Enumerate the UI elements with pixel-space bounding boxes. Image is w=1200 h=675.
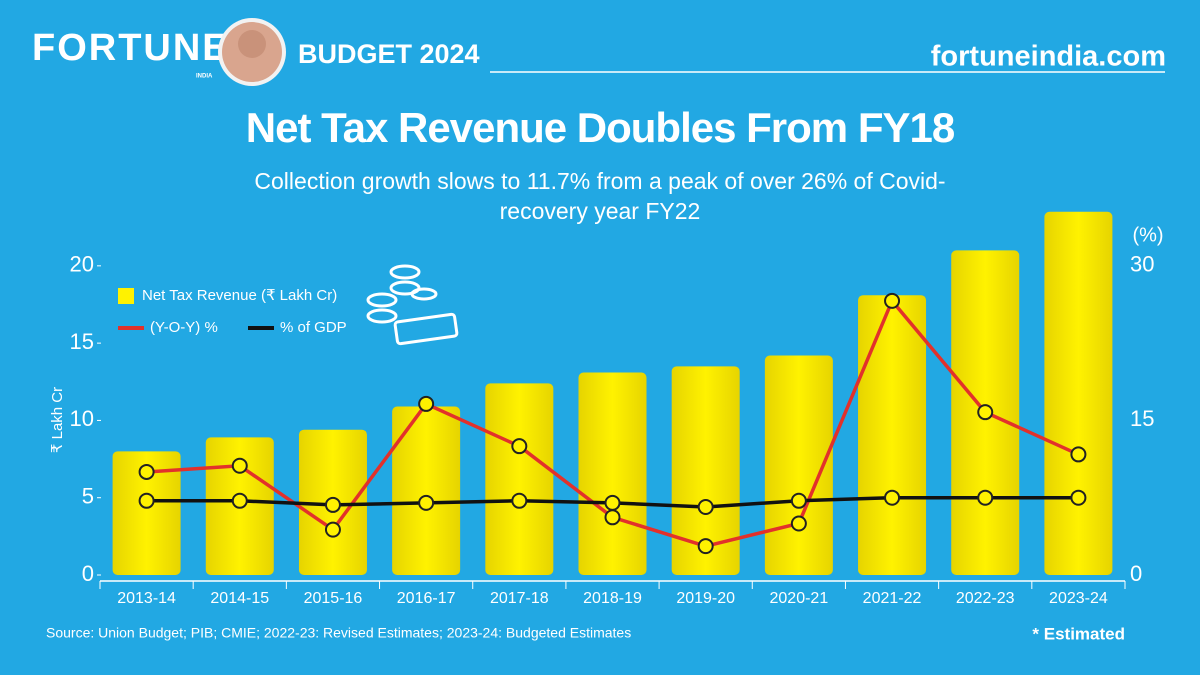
x-tick-label: 2018-19 bbox=[583, 590, 642, 607]
marker bbox=[231, 457, 248, 474]
x-tick-label: 2023-24 bbox=[1049, 590, 1108, 607]
marker bbox=[977, 404, 994, 421]
marker bbox=[324, 496, 341, 513]
x-tick-label: 2019-20 bbox=[676, 590, 735, 607]
bar bbox=[392, 406, 461, 575]
y-tick-label: 20 bbox=[70, 252, 94, 277]
y-tick-label: 15 bbox=[70, 329, 94, 354]
x-tick-label: 2016-17 bbox=[397, 590, 456, 607]
bar bbox=[858, 295, 927, 575]
marker bbox=[790, 492, 807, 509]
brand: FORTUNE bbox=[32, 27, 230, 69]
marker bbox=[884, 292, 901, 309]
bar bbox=[578, 372, 647, 575]
y-axis-label: ₹ Lakh Cr bbox=[49, 387, 66, 453]
site: fortuneindia.com bbox=[931, 41, 1166, 73]
legend-label: % of GDP bbox=[280, 319, 347, 336]
marker bbox=[1070, 489, 1087, 506]
marker bbox=[977, 489, 994, 506]
marker bbox=[418, 494, 435, 511]
bar bbox=[1044, 211, 1113, 575]
marker bbox=[324, 521, 341, 538]
bar bbox=[671, 366, 740, 575]
y2-tick-label: 0 bbox=[1130, 561, 1142, 586]
note: * Estimated bbox=[1032, 624, 1125, 643]
chart-title: Net Tax Revenue Doubles From FY18 bbox=[245, 104, 955, 151]
legend-label: Net Tax Revenue (₹ Lakh Cr) bbox=[142, 287, 337, 304]
brand-sub: INDIA bbox=[196, 74, 213, 80]
legend-swatch bbox=[118, 288, 134, 304]
bar bbox=[485, 383, 554, 575]
bar bbox=[112, 451, 181, 575]
x-tick-label: 2015-16 bbox=[304, 590, 363, 607]
marker bbox=[790, 515, 807, 532]
section: BUDGET 2024 bbox=[298, 39, 480, 69]
marker bbox=[884, 489, 901, 506]
y2-tick-label: 30 bbox=[1130, 252, 1154, 277]
x-tick-label: 2013-14 bbox=[117, 590, 176, 607]
marker bbox=[418, 395, 435, 412]
marker bbox=[1070, 446, 1087, 463]
marker bbox=[511, 438, 528, 455]
x-tick-label: 2014-15 bbox=[210, 590, 269, 607]
legend-label: (Y-O-Y) % bbox=[150, 319, 218, 336]
source: Source: Union Budget; PIB; CMIE; 2022-23… bbox=[46, 625, 631, 641]
marker bbox=[697, 538, 714, 555]
marker bbox=[697, 498, 714, 515]
y2-axis-label: (%) bbox=[1132, 224, 1163, 246]
marker bbox=[231, 492, 248, 509]
y-tick-label: 10 bbox=[70, 406, 94, 431]
x-tick-label: 2022-23 bbox=[956, 590, 1015, 607]
marker bbox=[604, 494, 621, 511]
bar bbox=[764, 355, 833, 575]
coins-icon bbox=[366, 264, 459, 346]
y-tick-label: 0 bbox=[82, 561, 94, 586]
y-tick-label: 5 bbox=[82, 484, 94, 509]
marker bbox=[138, 492, 155, 509]
marker bbox=[511, 492, 528, 509]
y2-tick-label: 15 bbox=[1130, 406, 1154, 431]
marker bbox=[138, 463, 155, 480]
marker bbox=[604, 509, 621, 526]
portrait-face bbox=[238, 30, 266, 58]
chart-subtitle: Collection growth slows to 11.7% from a … bbox=[254, 168, 946, 224]
x-tick-label: 2021-22 bbox=[863, 590, 922, 607]
x-tick-label: 2017-18 bbox=[490, 590, 549, 607]
x-tick-label: 2020-21 bbox=[770, 590, 829, 607]
